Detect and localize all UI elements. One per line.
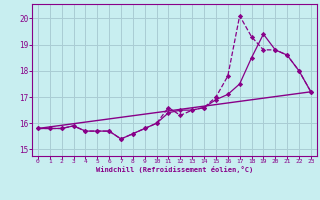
X-axis label: Windchill (Refroidissement éolien,°C): Windchill (Refroidissement éolien,°C) (96, 166, 253, 173)
